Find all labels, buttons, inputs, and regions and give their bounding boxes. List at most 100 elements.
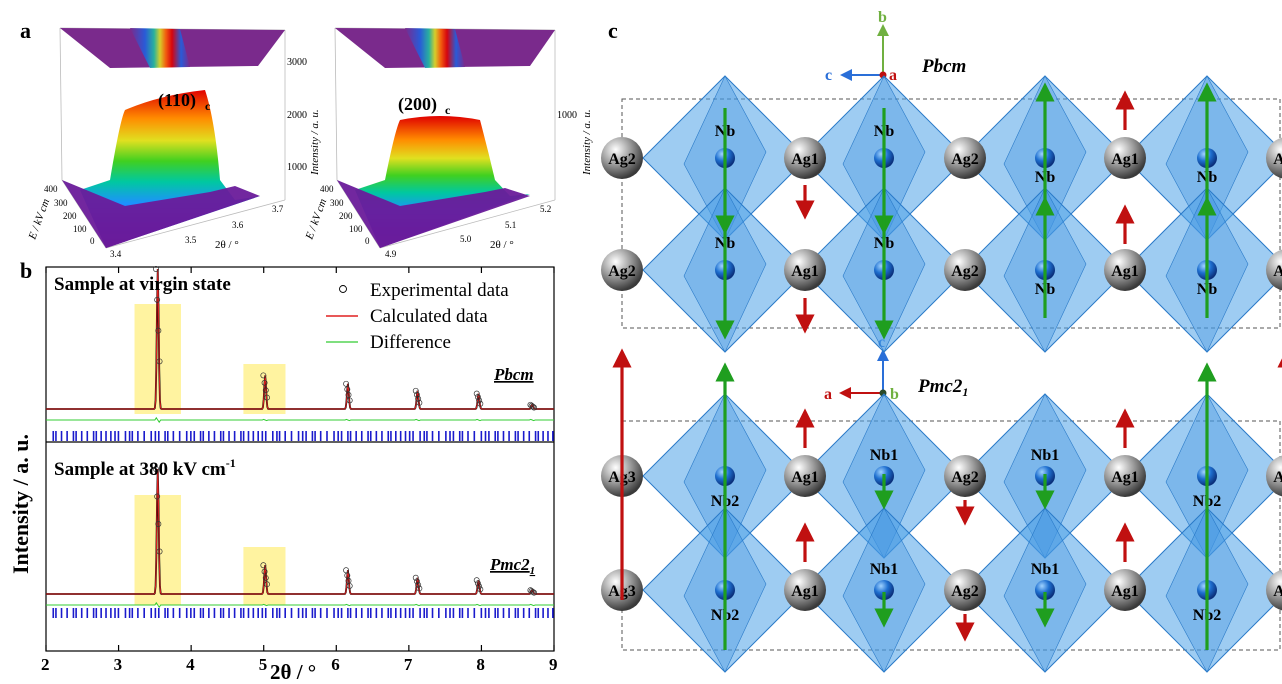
experimental-point xyxy=(529,403,536,410)
ag-atom xyxy=(784,249,826,291)
peak-label-110: (110) xyxy=(158,90,196,111)
nb-atom-label: Nb1 xyxy=(1031,561,1059,578)
ag-atom-label: Ag1 xyxy=(791,583,819,600)
x-tick: 3.5 xyxy=(185,235,197,245)
ag-atom xyxy=(601,249,643,291)
ag-atom xyxy=(944,569,986,611)
ag-atom-label: Ag2 xyxy=(608,263,636,280)
axis-a-label: a xyxy=(889,67,897,84)
nb-atom-label: Nb1 xyxy=(1031,447,1059,464)
experimental-point xyxy=(414,578,420,585)
ag-atom xyxy=(1266,455,1282,497)
space-group-bottom: Pmc21 xyxy=(917,376,968,399)
experimental-point xyxy=(474,580,481,587)
ag-atom-label: Ag2 xyxy=(1273,151,1282,168)
ag-atom-label: Ag1 xyxy=(1111,469,1139,486)
experimental-trace xyxy=(46,468,554,595)
peak-label-200: (200) xyxy=(398,94,437,115)
x-tick: 3.4 xyxy=(110,249,122,259)
ag-atom xyxy=(1104,569,1146,611)
y-tick: 100 xyxy=(73,224,87,234)
y-tick: 300 xyxy=(54,198,68,208)
x-tick: 4.9 xyxy=(385,249,397,259)
ag-atom-label: Ag1 xyxy=(791,469,819,486)
panel-a-surface-plots: (110) c 3000 2000 1000 Intensity / a. u.… xyxy=(26,27,593,259)
axis-c-label: c xyxy=(825,67,832,84)
ag-atom xyxy=(1104,137,1146,179)
ag-atom xyxy=(944,249,986,291)
x-tick-label: 9 xyxy=(549,655,558,674)
z-tick: 1000 xyxy=(557,110,577,121)
experimental-point xyxy=(346,397,353,404)
ag-atom xyxy=(784,455,826,497)
experimental-point xyxy=(531,404,537,411)
nb-atom xyxy=(1035,580,1055,600)
ag-atom-label: Ag1 xyxy=(791,263,819,280)
peak-label-110-sub: c xyxy=(205,99,211,113)
ag-atom xyxy=(1104,455,1146,497)
experimental-point xyxy=(477,400,484,407)
ag-atom-label: Ag2 xyxy=(951,469,979,486)
panel-label-a: a xyxy=(20,18,31,43)
bottom-phase: Pmc21 xyxy=(489,555,535,577)
experimental-point xyxy=(155,521,162,527)
y-tick: 400 xyxy=(320,184,334,194)
experimental-point xyxy=(474,394,481,400)
ag-atom-label: Ag3 xyxy=(1273,583,1282,600)
experimental-point xyxy=(477,586,484,593)
experimental-point xyxy=(261,568,268,575)
ag-atom-label: Ag2 xyxy=(951,263,979,280)
calculated-trace xyxy=(46,268,554,410)
ag-atom-label: Ag2 xyxy=(951,151,979,168)
ag-atom-label: Ag2 xyxy=(608,151,636,168)
x-axis-label: 2θ / ° xyxy=(490,239,514,251)
x-tick: 3.7 xyxy=(272,204,284,214)
panel-label-b: b xyxy=(20,258,33,283)
ag-atom xyxy=(944,455,986,497)
x-tick-label: 6 xyxy=(331,655,340,674)
surface-plot-left: (110) c 3000 2000 1000 Intensity / a. u.… xyxy=(26,27,321,259)
legend-difference: Difference xyxy=(370,332,451,353)
ag-atom-label: Ag1 xyxy=(1111,263,1139,280)
y-tick: 400 xyxy=(44,184,58,194)
experimental-point xyxy=(155,327,162,334)
ag-atom-label: Ag2 xyxy=(1273,263,1282,280)
z-axis-label: Intensity / a. u. xyxy=(581,109,593,176)
experimental-point xyxy=(260,372,267,379)
axis-b-label: b xyxy=(878,9,887,26)
y-tick: 0 xyxy=(90,236,95,246)
ag-atom-label: Ag1 xyxy=(1111,583,1139,600)
plot-frame xyxy=(45,266,555,652)
ag-atom xyxy=(784,137,826,179)
ag-atom-label: Ag2 xyxy=(951,583,979,600)
experimental-point xyxy=(345,391,352,398)
space-group-top: Pbcm xyxy=(921,56,966,77)
experimental-point xyxy=(154,493,161,500)
legend-experimental: Experimental data xyxy=(370,280,509,301)
z-axis-label: Intensity / a. u. xyxy=(309,109,321,176)
panel-label-c: c xyxy=(608,18,618,43)
axes-indicator-top: b c a xyxy=(825,9,897,84)
y-axis-label: E / kV cm xyxy=(26,197,52,242)
x-axis-label: 2θ / ° xyxy=(215,239,239,251)
experimental-point xyxy=(415,581,422,588)
experimental-point xyxy=(473,577,480,584)
experimental-point xyxy=(476,583,483,590)
experimental-point xyxy=(156,358,163,365)
axis-a-label: a xyxy=(824,386,832,403)
ag-atom xyxy=(784,569,826,611)
experimental-point xyxy=(264,394,270,401)
experimental-point xyxy=(531,589,537,596)
experimental-point xyxy=(412,574,419,581)
legend-calculated: Calculated data xyxy=(370,306,488,327)
top-phase: Pbcm xyxy=(493,365,534,384)
y-tick: 300 xyxy=(330,198,344,208)
experimental-point xyxy=(262,574,269,581)
y-axis-label: E / kV cm xyxy=(303,197,329,242)
nb-atom-label: Nb1 xyxy=(870,447,898,464)
panel-b-refinement: 2 3 4 5 6 7 8 9 Sample at virgin state Sample a… xyxy=(8,266,558,684)
experimental-point xyxy=(473,390,480,397)
legend: Experimental data Calculated data Differ… xyxy=(326,280,509,353)
x-tick-label: 2 xyxy=(41,655,50,674)
y-tick: 200 xyxy=(339,211,353,221)
